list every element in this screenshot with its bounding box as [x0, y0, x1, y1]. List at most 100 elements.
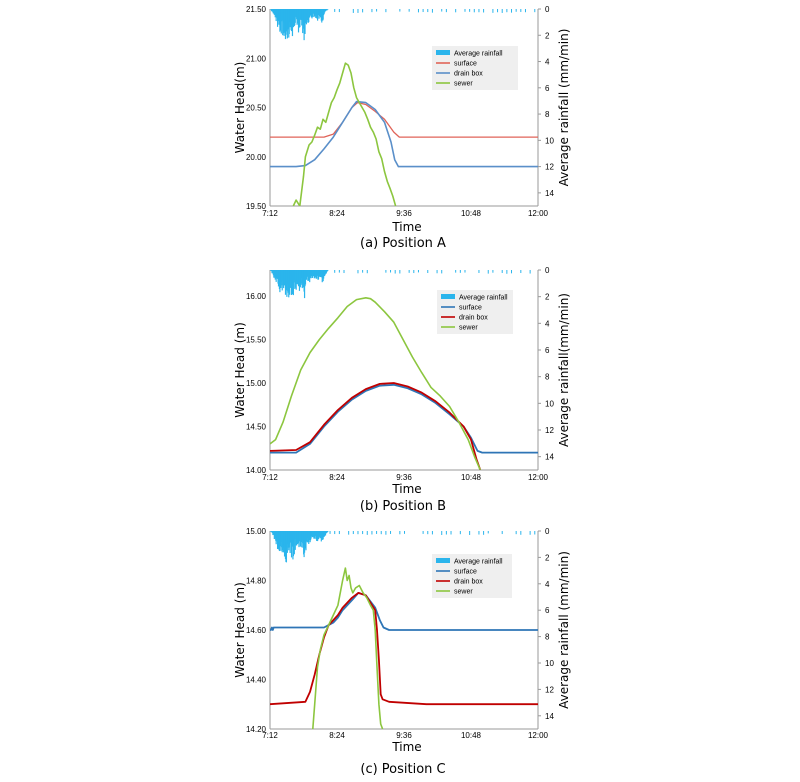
rainfall-bar [399, 9, 401, 12]
rainfall-bar [427, 270, 429, 274]
x-tick-label: 10:48 [461, 731, 482, 740]
x-axis-title: Time [391, 740, 421, 754]
rainfall-bar [334, 270, 336, 273]
legend-label: surface [454, 569, 477, 576]
rainfall-bars [270, 9, 536, 41]
x-tick-label: 12:00 [528, 473, 549, 482]
rainfall-bar [501, 531, 503, 535]
rainfall-bar [408, 9, 410, 12]
legend-label: Average rainfall [454, 559, 503, 566]
rainfall-bar [441, 9, 443, 12]
rainfall-bar [501, 9, 503, 13]
rainfall-bar [431, 531, 433, 535]
rainfall-bar [483, 9, 485, 13]
rainfall-bar [385, 9, 387, 13]
rainfall-bars [270, 531, 536, 563]
rainfall-bar [279, 270, 281, 293]
rainfall-bar [334, 531, 336, 535]
rainfall-bar [445, 9, 447, 13]
series-line-sewer [270, 296, 482, 470]
x-tick-label: 8:24 [329, 731, 345, 740]
rainfall-bar [334, 9, 336, 12]
rainfall-bar [294, 531, 296, 550]
legend-label: Average rainfall [454, 51, 503, 58]
rainfall-bar [487, 270, 489, 274]
rainfall-bar [520, 9, 522, 12]
x-tick-label: 9:36 [396, 209, 412, 218]
rainfall-bar [511, 270, 513, 274]
rainfall-bar [371, 9, 373, 13]
y2-tick-label: 6 [545, 606, 550, 615]
x-tick-label: 9:36 [396, 731, 412, 740]
rainfall-bar [329, 531, 331, 534]
panel-caption: (b) Position B [360, 499, 446, 514]
rainfall-bar [293, 531, 295, 555]
rainfall-bar [478, 9, 480, 13]
rainfall-bar [352, 531, 354, 535]
rainfall-bar [338, 9, 340, 13]
rainfall-bar [436, 270, 438, 274]
y2-tick-label: 6 [545, 84, 550, 93]
y-tick-label: 15.00 [246, 379, 267, 388]
rainfall-bar [511, 9, 513, 13]
y-tick-label: 20.00 [246, 153, 267, 162]
series-line-surface [270, 383, 538, 454]
y-tick-label: 14.50 [246, 423, 267, 432]
rainfall-bar [366, 270, 368, 274]
rainfall-bar [385, 531, 387, 535]
legend-label: drain box [454, 579, 483, 586]
rainfall-bar [478, 270, 480, 273]
rainfall-bar [380, 531, 382, 535]
rainfall-bar [394, 270, 396, 274]
series-line-surface [270, 101, 538, 138]
y2-tick-label: 2 [545, 553, 550, 562]
y2-tick-label: 2 [545, 31, 550, 40]
y-tick-label: 14.20 [246, 725, 267, 734]
y-axis-title: Water Head (m) [233, 582, 247, 678]
rainfall-bar [327, 270, 329, 271]
rainfall-bar [515, 9, 517, 12]
y-tick-label: 21.00 [246, 54, 267, 63]
rainfall-bar [362, 531, 364, 535]
rainfall-bar [501, 270, 503, 273]
rainfall-bar [459, 531, 461, 535]
y-tick-label: 16.00 [246, 292, 267, 301]
y-tick-label: 14.00 [246, 466, 267, 475]
rainfall-bar [483, 531, 485, 535]
rainfall-bar [427, 531, 429, 535]
rainfall-bar [450, 531, 452, 535]
rainfall-bar [289, 270, 291, 295]
rainfall-bar [506, 9, 508, 13]
rainfall-bar [422, 9, 424, 13]
series-line-sewer [312, 567, 384, 729]
rainfall-bar [292, 270, 294, 296]
y2-tick-label: 14 [545, 712, 554, 721]
rainfall-bar [529, 270, 531, 274]
rainfall-bar [492, 9, 494, 13]
rainfall-bars [270, 270, 531, 299]
rainfall-bar [390, 531, 392, 534]
rainfall-bar [469, 531, 471, 535]
rainfall-bar [455, 9, 457, 13]
y2-tick-label: 8 [545, 110, 550, 119]
y2-tick-label: 12 [545, 426, 554, 435]
rainfall-bar [515, 531, 517, 535]
x-tick-label: 8:24 [329, 209, 345, 218]
rainfall-bar [506, 270, 508, 274]
rainfall-bar [376, 531, 378, 534]
chart-panel-c: 14.20 14.40 14.60 14.80 15.00 0 2 4 6 8 10 12 14 7:12… [233, 527, 571, 777]
rainfall-bar [357, 270, 359, 274]
legend-swatch [436, 558, 450, 563]
y2-axis-title: Average rainfall (mm/min) [557, 29, 571, 187]
rainfall-bar [469, 9, 471, 12]
rainfall-bar [371, 531, 373, 535]
rainfall-bar [445, 531, 447, 535]
rainfall-bar [316, 9, 319, 21]
legend-swatch [436, 50, 450, 55]
y-tick-label: 14.80 [246, 577, 267, 586]
rainfall-bar [417, 270, 419, 273]
legend-label: surface [454, 61, 477, 68]
rainfall-bar [441, 531, 443, 535]
rainfall-bar [534, 9, 536, 13]
rainfall-bar [376, 9, 378, 12]
